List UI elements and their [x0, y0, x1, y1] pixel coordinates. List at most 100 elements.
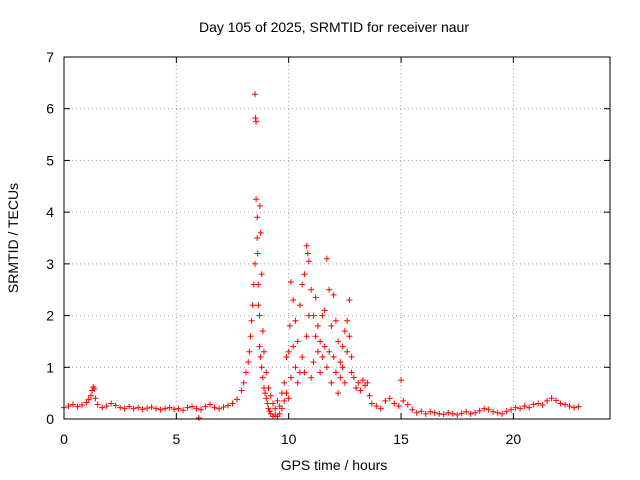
- data-point: [321, 307, 328, 314]
- data-point: [490, 408, 497, 415]
- data-point: [472, 409, 479, 416]
- y-tick-label: 5: [46, 152, 54, 168]
- data-point: [348, 353, 355, 360]
- data-point: [391, 400, 398, 407]
- data-point: [575, 403, 582, 410]
- data-point: [117, 404, 124, 411]
- data-point: [74, 403, 81, 410]
- y-tick-label: 7: [46, 49, 54, 65]
- data-point: [276, 410, 283, 417]
- y-axis-label: SRMTID / TECUs: [5, 183, 21, 293]
- data-point: [157, 406, 164, 413]
- data-point: [285, 395, 292, 402]
- data-point: [193, 405, 200, 412]
- data-point: [180, 407, 187, 414]
- data-point: [263, 395, 270, 402]
- data-point: [195, 414, 202, 421]
- data-point: [344, 348, 351, 355]
- data-point: [305, 258, 312, 265]
- data-point: [364, 379, 371, 386]
- data-point: [422, 410, 429, 417]
- data-point: [571, 404, 578, 411]
- data-point: [330, 291, 337, 298]
- data-point: [337, 359, 344, 366]
- data-point: [359, 377, 366, 384]
- data-point: [404, 401, 411, 408]
- data-point: [256, 343, 263, 350]
- data-point: [544, 397, 551, 404]
- data-point: [296, 302, 303, 309]
- data-point: [335, 338, 342, 345]
- data-point: [317, 369, 324, 376]
- data-point: [418, 408, 425, 415]
- data-point: [269, 400, 276, 407]
- data-point: [144, 405, 151, 412]
- data-point: [310, 312, 317, 319]
- data-point: [258, 271, 265, 278]
- data-point: [508, 406, 515, 413]
- data-point: [162, 405, 169, 412]
- y-tick-label: 2: [46, 308, 54, 324]
- data-point: [198, 406, 205, 413]
- data-point: [285, 348, 292, 355]
- chart-title: Day 105 of 2025, SRMTID for receiver nau…: [199, 19, 469, 35]
- data-point: [259, 374, 266, 381]
- data-point: [278, 405, 285, 412]
- y-tick-label: 6: [46, 101, 54, 117]
- data-point: [326, 348, 333, 355]
- data-point: [171, 406, 178, 413]
- grid: [64, 57, 610, 419]
- data-point: [440, 411, 447, 418]
- data-point: [265, 384, 272, 391]
- tick-labels: 0 1 2 3 4 5 6 7 0 5 10 15 20: [46, 49, 521, 447]
- data-point: [341, 328, 348, 335]
- data-point: [431, 409, 438, 416]
- data-point: [83, 399, 90, 406]
- data-point: [245, 359, 252, 366]
- data-point: [264, 400, 271, 407]
- data-point: [357, 387, 364, 394]
- x-tick-label: 10: [281, 431, 297, 447]
- data-point: [265, 405, 272, 412]
- data-point: [166, 404, 173, 411]
- data-point: [312, 294, 319, 301]
- data-point: [557, 400, 564, 407]
- data-point: [263, 369, 270, 376]
- data-point: [317, 338, 324, 345]
- data-point: [323, 364, 330, 371]
- data-point: [262, 390, 269, 397]
- data-point: [494, 409, 501, 416]
- data-point: [259, 328, 266, 335]
- data-point: [274, 397, 281, 404]
- data-point: [339, 343, 346, 350]
- data-point: [373, 403, 380, 410]
- data-point: [103, 403, 110, 410]
- data-point: [303, 242, 310, 249]
- data-point: [251, 260, 258, 267]
- data-point: [476, 407, 483, 414]
- data-point: [148, 404, 155, 411]
- data-point: [303, 333, 310, 340]
- data-point: [69, 401, 76, 408]
- data-point: [400, 397, 407, 404]
- data-point: [517, 405, 524, 412]
- data-point: [436, 410, 443, 417]
- data-point: [135, 404, 142, 411]
- y-tick-label: 1: [46, 359, 54, 375]
- data-point: [562, 401, 569, 408]
- data-point: [91, 386, 98, 393]
- data-point: [332, 317, 339, 324]
- data-point: [216, 405, 223, 412]
- data-point: [458, 410, 465, 417]
- data-point: [254, 250, 261, 257]
- data-point: [251, 91, 258, 98]
- data-point: [257, 353, 264, 360]
- data-point: [247, 333, 254, 340]
- data-point: [256, 202, 263, 209]
- data-point: [229, 400, 236, 407]
- data-point: [339, 364, 346, 371]
- data-point: [238, 387, 245, 394]
- data-point: [281, 397, 288, 404]
- data-point: [294, 338, 301, 345]
